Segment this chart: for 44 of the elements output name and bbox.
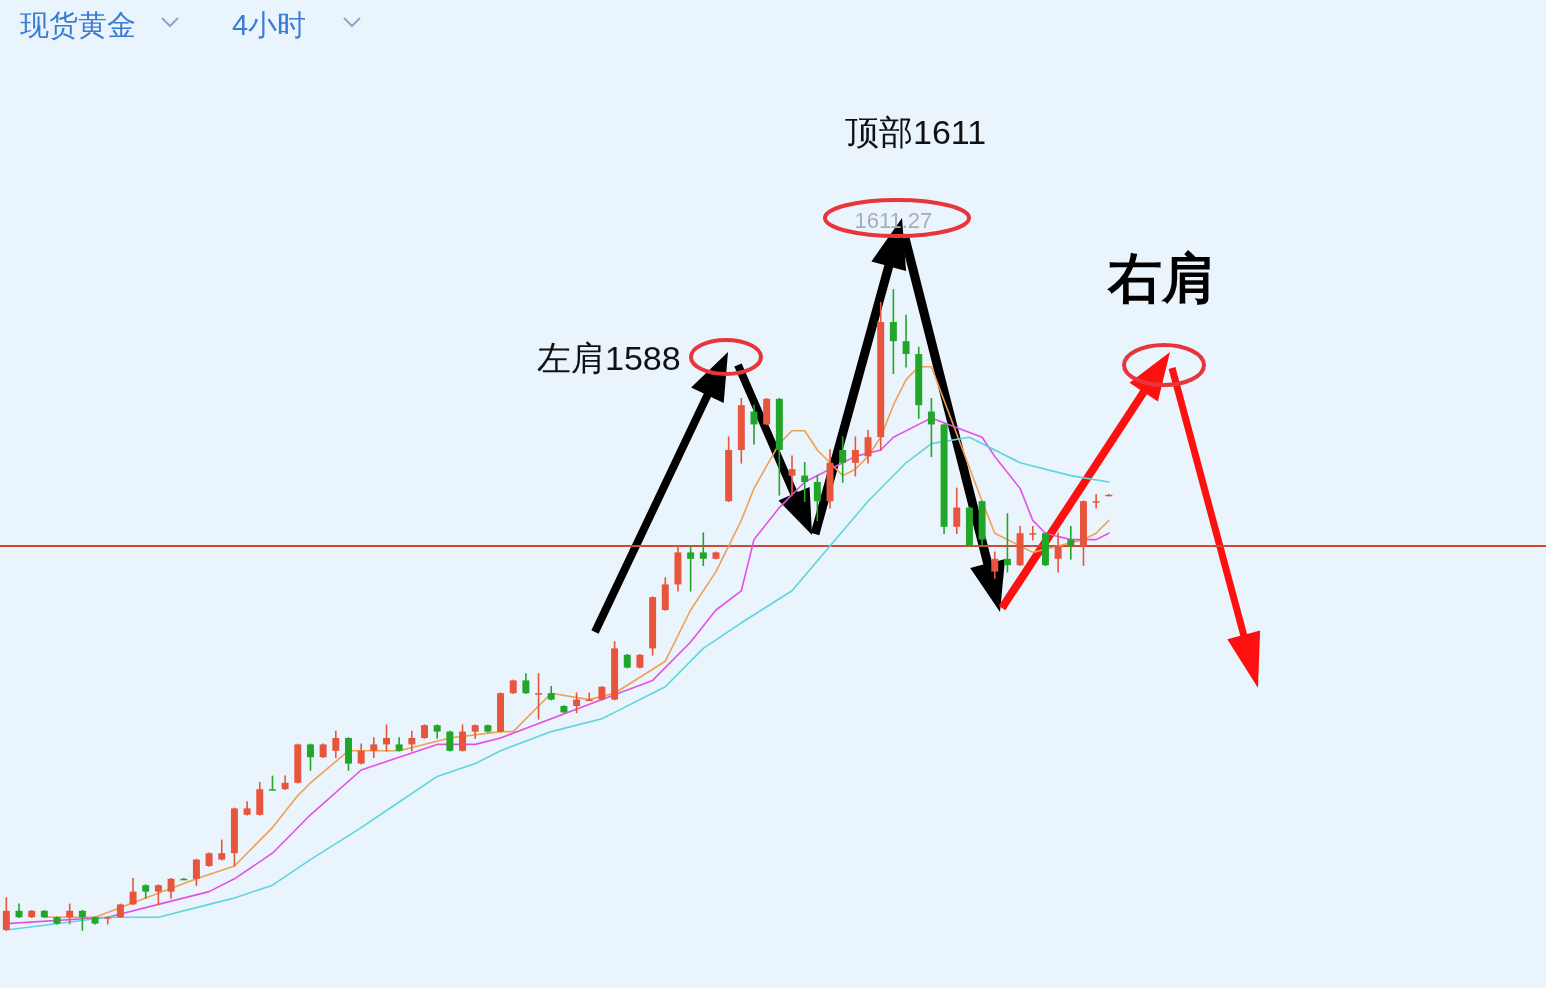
candlestick	[459, 724, 467, 752]
candlestick	[154, 884, 162, 906]
candlestick	[573, 692, 581, 714]
candlestick	[1003, 513, 1011, 573]
candlestick	[927, 398, 935, 458]
candlestick	[788, 455, 796, 496]
candlestick	[839, 436, 847, 483]
candlestick	[813, 474, 821, 522]
text: 4小时	[232, 9, 307, 41]
candlestick	[889, 289, 897, 374]
candlestick	[851, 436, 859, 477]
candlestick	[357, 743, 365, 765]
candlestick	[370, 737, 378, 758]
candlestick	[129, 878, 137, 906]
candlestick	[446, 730, 454, 752]
annotation: 左肩1588	[537, 339, 681, 377]
candlestick	[1092, 494, 1100, 509]
candlestick	[991, 551, 999, 579]
candlestick	[699, 532, 707, 566]
candlestick	[953, 487, 961, 534]
candlestick	[1067, 526, 1075, 560]
candlestick	[218, 839, 226, 861]
candlestick	[66, 903, 74, 925]
candlestick	[1029, 526, 1037, 541]
candlestick	[192, 858, 200, 886]
candlestick	[332, 730, 340, 758]
candlestick	[864, 430, 872, 464]
candlestick	[408, 730, 416, 752]
candlestick	[522, 673, 530, 694]
candlestick	[167, 878, 175, 899]
text: 顶部1611	[845, 113, 987, 151]
candlestick	[535, 673, 543, 720]
candlestick	[687, 545, 695, 592]
candlestick	[306, 743, 314, 771]
candlestick	[78, 910, 86, 931]
annotation: 右肩	[1106, 248, 1216, 308]
candlestick	[104, 916, 112, 925]
candlestick	[801, 462, 809, 502]
annotation: 1611.27	[854, 208, 933, 233]
text: 现货黄金	[20, 9, 136, 41]
candlestick	[2, 897, 10, 931]
candlestick	[1054, 532, 1062, 573]
candlestick	[383, 724, 390, 752]
candlestick	[902, 314, 910, 368]
